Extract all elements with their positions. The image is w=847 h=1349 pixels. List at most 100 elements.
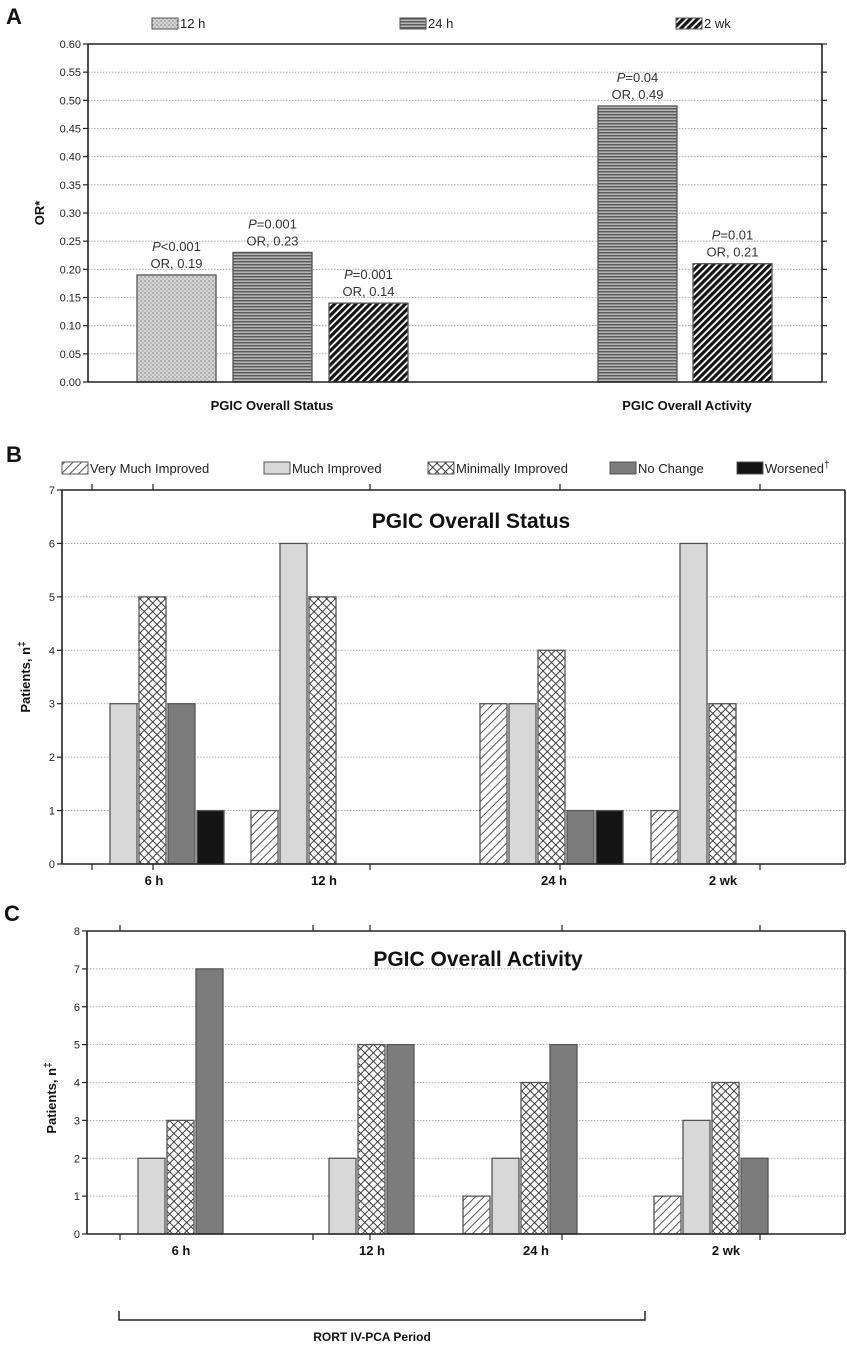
panel-c-bar (549, 1043, 578, 1235)
panel-b-y-axis-label-text: Patients, n (18, 647, 33, 713)
panel-b-bar (595, 809, 624, 865)
panel-c-y-axis-label: Patients, n‡ (43, 1062, 59, 1133)
panel-a-letter: A (6, 4, 22, 29)
panel-c-y-tick-label: 6 (74, 1002, 80, 1014)
panel-c-bar (491, 1157, 520, 1235)
panel-c-y-tick-label: 4 (74, 1078, 80, 1090)
panel-c-y-axis-label-sup: ‡ (43, 1062, 54, 1068)
panel-b-x-tick-label: 12 h (311, 873, 337, 888)
panel-c-y-tick-label: 2 (74, 1153, 80, 1165)
panel-c-letter: C (4, 901, 20, 926)
panel-c-y-tick-label: 5 (74, 1040, 80, 1052)
panel-a-p-value: P<0.001 (152, 239, 201, 254)
panel-c-bar (386, 1043, 415, 1235)
panel-a-y-tick-label: 0.40 (60, 152, 81, 164)
panel-a-y-axis-label: OR* (32, 200, 47, 226)
panel-a-y-tick-label: 0.50 (60, 95, 81, 107)
panel-a-or-value: OR, 0.14 (342, 284, 394, 299)
panel-a-y-tick-label: 0.10 (60, 321, 81, 333)
panel-b-axes: 0 1 2 3 4 5 6 7 6 h 12 h 24 h 2 wk (49, 484, 846, 888)
panel-a-legend-label: 12 h (180, 16, 205, 31)
panel-a-y-tick-label: 0.15 (60, 293, 81, 305)
panel-a-bar (597, 105, 678, 383)
panel-c-y-tick-label: 7 (74, 964, 80, 976)
panel-b-bar (479, 703, 508, 865)
panel-c-bar (462, 1195, 491, 1235)
panel-b-legend-swatch (427, 461, 455, 475)
panel-b-legend-swatch (736, 461, 764, 475)
panel-a-p-value: P=0.001 (248, 216, 297, 231)
panel-a-category-label: PGIC Overall Activity (622, 398, 752, 413)
panel-c-x-tick-label: 6 h (172, 1243, 191, 1258)
panel-c-bars (137, 968, 769, 1235)
panel-a-or-chart: A 12 h 24 h 2 wk P<0.001 OR, 0.19 P=0.001 OR,… (6, 4, 827, 413)
panel-b-bar (508, 703, 537, 865)
panel-c-bar (137, 1157, 166, 1235)
panel-a-p-value: P=0.01 (712, 228, 754, 243)
panel-b-y-tick-label: 5 (49, 592, 55, 604)
panel-b-letter: B (6, 442, 22, 467)
panel-a-p-value: P=0.04 (617, 70, 659, 85)
panel-c-y-tick-label: 8 (74, 926, 80, 938)
panel-b-x-tick-label: 6 h (145, 873, 164, 888)
panel-c-x-tick-label: 24 h (523, 1243, 549, 1258)
panel-c-y-tick-label: 0 (74, 1229, 80, 1241)
panel-b-bar (537, 649, 566, 865)
panel-a-bar (328, 302, 409, 383)
panel-a-legend-label: 2 wk (704, 16, 731, 31)
panel-c-bar (711, 1081, 740, 1235)
panel-a-or-value: OR, 0.21 (706, 245, 758, 260)
rort-period-bracket: RORT IV-PCA Period (118, 1311, 646, 1344)
panel-a-legend-swatch (151, 17, 179, 30)
panel-c-y-tick-label: 3 (74, 1115, 80, 1127)
panel-a-axes: 0.00 0.05 0.10 0.15 0.20 0.25 0.30 0.35 0.40 0.45… (60, 39, 827, 389)
panel-a-y-tick-label: 0.60 (60, 39, 81, 51)
bracket-label: RORT IV-PCA Period (313, 1330, 431, 1344)
panel-b-y-axis-label: Patients, n‡ (17, 641, 33, 712)
panel-a-bar (692, 263, 773, 383)
panel-b-bar (109, 703, 138, 865)
panel-b-bar (708, 703, 737, 865)
panel-c-title: PGIC Overall Activity (373, 948, 583, 971)
panel-c-y-axis-label-text: Patients, n (44, 1068, 59, 1134)
panel-b-y-tick-label: 4 (49, 645, 55, 657)
panel-c-bar (682, 1119, 711, 1235)
panel-a-bar (136, 274, 217, 383)
panel-a-y-tick-label: 0.45 (60, 124, 81, 136)
panel-c-bar (520, 1081, 549, 1235)
panel-b-legend-swatch (61, 461, 89, 475)
panel-b-bar (167, 703, 196, 865)
panel-a-category-label: PGIC Overall Status (211, 398, 334, 413)
panel-a-bars (136, 105, 773, 383)
panel-a-or-value: OR, 0.19 (150, 256, 202, 271)
panel-b-legend-label: No Change (638, 461, 704, 476)
panel-a-or-value: OR, 0.23 (246, 233, 298, 248)
panel-a-legend: 12 h 24 h 2 wk (151, 16, 731, 31)
panel-b-bar (279, 542, 308, 865)
panel-a-bar (232, 251, 313, 383)
panel-b-bar (679, 542, 708, 865)
panel-c-bar (653, 1195, 682, 1235)
panel-b-legend-label: Worsened† (765, 460, 830, 476)
panel-b-y-tick-label: 6 (49, 538, 55, 550)
panel-b-bars (109, 542, 737, 865)
panel-b-legend-label: Much Improved (292, 461, 382, 476)
panel-a-y-tick-label: 0.00 (60, 377, 81, 389)
panel-b-title: PGIC Overall Status (372, 510, 570, 533)
panel-b-bar (650, 809, 679, 865)
panel-c-bar (357, 1043, 386, 1235)
panel-b-legend-label: Very Much Improved (90, 461, 209, 476)
panel-a-legend-swatch (399, 17, 427, 30)
panel-b-y-axis-label-sup: ‡ (17, 641, 28, 647)
panel-a-y-tick-label: 0.35 (60, 180, 81, 192)
panel-b-legend-swatch (609, 461, 637, 475)
panel-a-p-value: P=0.001 (344, 267, 393, 282)
panel-a-annotations: P<0.001 OR, 0.19 P=0.001 OR, 0.23 P=0.001 OR,… (150, 70, 758, 299)
panel-c-bar (195, 968, 224, 1235)
panel-a-or-value: OR, 0.49 (611, 87, 663, 102)
panel-b-bar (196, 809, 225, 865)
panel-a-y-tick-label: 0.55 (60, 67, 81, 79)
panel-b-x-tick-label: 2 wk (709, 873, 738, 888)
panel-a-legend-label: 24 h (428, 16, 453, 31)
